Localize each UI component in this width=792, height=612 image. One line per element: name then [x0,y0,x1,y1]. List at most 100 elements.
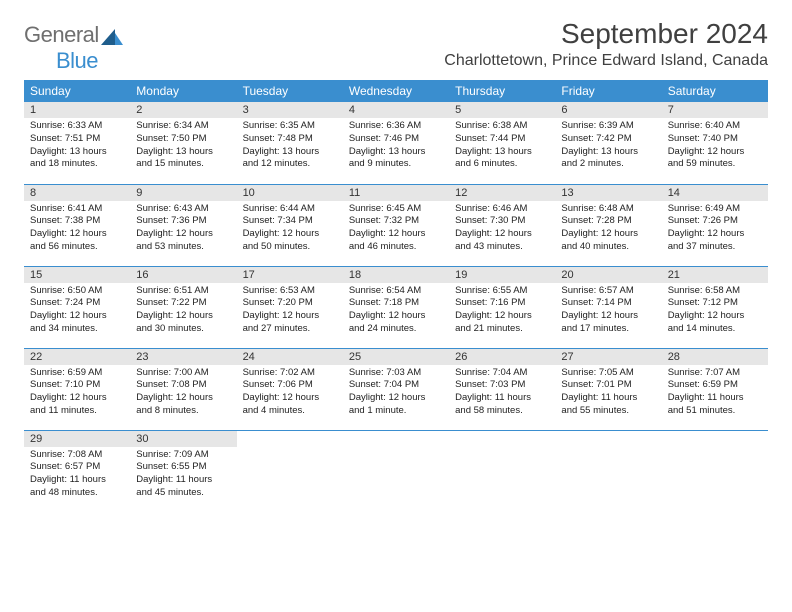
logo-text: General Blue [24,22,123,74]
calendar-cell: 18Sunrise: 6:54 AMSunset: 7:18 PMDayligh… [343,266,449,348]
day-number: 3 [237,102,343,118]
calendar-cell: 22Sunrise: 6:59 AMSunset: 7:10 PMDayligh… [24,348,130,430]
calendar-cell: 10Sunrise: 6:44 AMSunset: 7:34 PMDayligh… [237,184,343,266]
calendar-cell: 23Sunrise: 7:00 AMSunset: 7:08 PMDayligh… [130,348,236,430]
day-details: Sunrise: 6:53 AMSunset: 7:20 PMDaylight:… [237,283,343,340]
weekday-header-row: SundayMondayTuesdayWednesdayThursdayFrid… [24,80,768,102]
day-number: 30 [130,431,236,447]
day-details: Sunrise: 6:40 AMSunset: 7:40 PMDaylight:… [662,118,768,175]
calendar-cell [555,430,661,512]
day-details: Sunrise: 7:07 AMSunset: 6:59 PMDaylight:… [662,365,768,422]
day-details: Sunrise: 7:03 AMSunset: 7:04 PMDaylight:… [343,365,449,422]
calendar-cell: 16Sunrise: 6:51 AMSunset: 7:22 PMDayligh… [130,266,236,348]
calendar-row: 29Sunrise: 7:08 AMSunset: 6:57 PMDayligh… [24,430,768,512]
day-number: 10 [237,185,343,201]
day-details: Sunrise: 7:02 AMSunset: 7:06 PMDaylight:… [237,365,343,422]
day-number: 19 [449,267,555,283]
day-details: Sunrise: 6:46 AMSunset: 7:30 PMDaylight:… [449,201,555,258]
calendar-cell [662,430,768,512]
weekday-header: Monday [130,80,236,102]
calendar-cell: 17Sunrise: 6:53 AMSunset: 7:20 PMDayligh… [237,266,343,348]
day-details: Sunrise: 6:36 AMSunset: 7:46 PMDaylight:… [343,118,449,175]
day-details: Sunrise: 6:41 AMSunset: 7:38 PMDaylight:… [24,201,130,258]
day-number: 2 [130,102,236,118]
day-number: 8 [24,185,130,201]
day-details: Sunrise: 6:55 AMSunset: 7:16 PMDaylight:… [449,283,555,340]
day-details: Sunrise: 6:35 AMSunset: 7:48 PMDaylight:… [237,118,343,175]
day-details: Sunrise: 6:43 AMSunset: 7:36 PMDaylight:… [130,201,236,258]
day-number: 4 [343,102,449,118]
calendar-cell: 19Sunrise: 6:55 AMSunset: 7:16 PMDayligh… [449,266,555,348]
day-number: 9 [130,185,236,201]
day-details: Sunrise: 6:34 AMSunset: 7:50 PMDaylight:… [130,118,236,175]
calendar-cell: 25Sunrise: 7:03 AMSunset: 7:04 PMDayligh… [343,348,449,430]
day-number: 28 [662,349,768,365]
day-number: 22 [24,349,130,365]
calendar-cell: 29Sunrise: 7:08 AMSunset: 6:57 PMDayligh… [24,430,130,512]
day-details: Sunrise: 6:49 AMSunset: 7:26 PMDaylight:… [662,201,768,258]
day-details: Sunrise: 7:00 AMSunset: 7:08 PMDaylight:… [130,365,236,422]
logo: General Blue [24,22,123,74]
calendar-cell: 30Sunrise: 7:09 AMSunset: 6:55 PMDayligh… [130,430,236,512]
calendar-cell: 24Sunrise: 7:02 AMSunset: 7:06 PMDayligh… [237,348,343,430]
weekday-header: Sunday [24,80,130,102]
calendar-table: SundayMondayTuesdayWednesdayThursdayFrid… [24,80,768,512]
day-number: 26 [449,349,555,365]
calendar-cell: 8Sunrise: 6:41 AMSunset: 7:38 PMDaylight… [24,184,130,266]
weekday-header: Saturday [662,80,768,102]
day-number: 23 [130,349,236,365]
calendar-cell: 5Sunrise: 6:38 AMSunset: 7:44 PMDaylight… [449,102,555,184]
day-details: Sunrise: 6:54 AMSunset: 7:18 PMDaylight:… [343,283,449,340]
day-details: Sunrise: 6:59 AMSunset: 7:10 PMDaylight:… [24,365,130,422]
calendar-cell [449,430,555,512]
weekday-header: Wednesday [343,80,449,102]
calendar-row: 1Sunrise: 6:33 AMSunset: 7:51 PMDaylight… [24,102,768,184]
calendar-cell: 1Sunrise: 6:33 AMSunset: 7:51 PMDaylight… [24,102,130,184]
day-number: 17 [237,267,343,283]
calendar-cell: 4Sunrise: 6:36 AMSunset: 7:46 PMDaylight… [343,102,449,184]
day-details: Sunrise: 6:58 AMSunset: 7:12 PMDaylight:… [662,283,768,340]
day-number: 25 [343,349,449,365]
day-number: 20 [555,267,661,283]
logo-part1: General [24,22,99,47]
calendar-cell [237,430,343,512]
calendar-row: 15Sunrise: 6:50 AMSunset: 7:24 PMDayligh… [24,266,768,348]
day-details: Sunrise: 6:33 AMSunset: 7:51 PMDaylight:… [24,118,130,175]
calendar-cell: 7Sunrise: 6:40 AMSunset: 7:40 PMDaylight… [662,102,768,184]
calendar-cell: 9Sunrise: 6:43 AMSunset: 7:36 PMDaylight… [130,184,236,266]
day-number: 24 [237,349,343,365]
calendar-cell: 3Sunrise: 6:35 AMSunset: 7:48 PMDaylight… [237,102,343,184]
day-number: 29 [24,431,130,447]
location: Charlottetown, Prince Edward Island, Can… [444,52,768,70]
day-number: 21 [662,267,768,283]
sail-icon [101,27,123,45]
day-number: 6 [555,102,661,118]
day-number: 5 [449,102,555,118]
calendar-cell: 12Sunrise: 6:46 AMSunset: 7:30 PMDayligh… [449,184,555,266]
day-details: Sunrise: 7:04 AMSunset: 7:03 PMDaylight:… [449,365,555,422]
calendar-cell: 27Sunrise: 7:05 AMSunset: 7:01 PMDayligh… [555,348,661,430]
calendar-cell: 21Sunrise: 6:58 AMSunset: 7:12 PMDayligh… [662,266,768,348]
calendar-cell: 11Sunrise: 6:45 AMSunset: 7:32 PMDayligh… [343,184,449,266]
day-number: 15 [24,267,130,283]
day-number: 7 [662,102,768,118]
calendar-cell: 14Sunrise: 6:49 AMSunset: 7:26 PMDayligh… [662,184,768,266]
day-details: Sunrise: 6:38 AMSunset: 7:44 PMDaylight:… [449,118,555,175]
calendar-cell: 6Sunrise: 6:39 AMSunset: 7:42 PMDaylight… [555,102,661,184]
day-details: Sunrise: 6:51 AMSunset: 7:22 PMDaylight:… [130,283,236,340]
day-number: 13 [555,185,661,201]
calendar-cell: 15Sunrise: 6:50 AMSunset: 7:24 PMDayligh… [24,266,130,348]
calendar-cell: 20Sunrise: 6:57 AMSunset: 7:14 PMDayligh… [555,266,661,348]
header: General Blue September 2024 Charlottetow… [24,18,768,74]
calendar-cell: 2Sunrise: 6:34 AMSunset: 7:50 PMDaylight… [130,102,236,184]
day-details: Sunrise: 6:57 AMSunset: 7:14 PMDaylight:… [555,283,661,340]
month-title: September 2024 [444,18,768,50]
day-number: 18 [343,267,449,283]
day-number: 14 [662,185,768,201]
calendar-cell [343,430,449,512]
calendar-cell: 13Sunrise: 6:48 AMSunset: 7:28 PMDayligh… [555,184,661,266]
calendar-cell: 26Sunrise: 7:04 AMSunset: 7:03 PMDayligh… [449,348,555,430]
logo-part2: Blue [56,48,98,73]
day-details: Sunrise: 6:50 AMSunset: 7:24 PMDaylight:… [24,283,130,340]
title-block: September 2024 Charlottetown, Prince Edw… [444,18,768,70]
